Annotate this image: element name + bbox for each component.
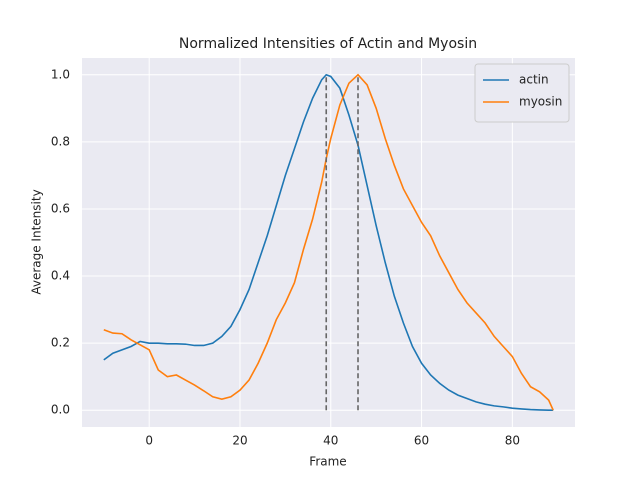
legend-label: myosin	[519, 95, 562, 109]
chart-title: Normalized Intensities of Actin and Myos…	[179, 36, 477, 52]
legend-box	[474, 63, 570, 123]
y-tick-label: 0.6	[51, 201, 70, 215]
x-tick-label: 60	[414, 434, 429, 448]
y-axis-label: Average Intensity	[30, 189, 44, 294]
x-tick-label: 20	[232, 434, 247, 448]
legend-label: actin	[519, 73, 549, 87]
y-tick-label: 0.8	[51, 134, 70, 148]
line-series	[103, 73, 554, 412]
y-tick-label: 1.0	[51, 67, 70, 81]
y-tick-label: 0.2	[51, 336, 70, 350]
y-tick-label: 0.4	[51, 269, 70, 283]
x-tick-label: 40	[323, 434, 338, 448]
x-tick-label: 0	[145, 434, 153, 448]
x-axis-label: Frame	[309, 455, 346, 469]
line-series	[103, 73, 554, 411]
y-tick-label: 0.0	[51, 403, 70, 417]
x-tick-label: 80	[505, 434, 520, 448]
